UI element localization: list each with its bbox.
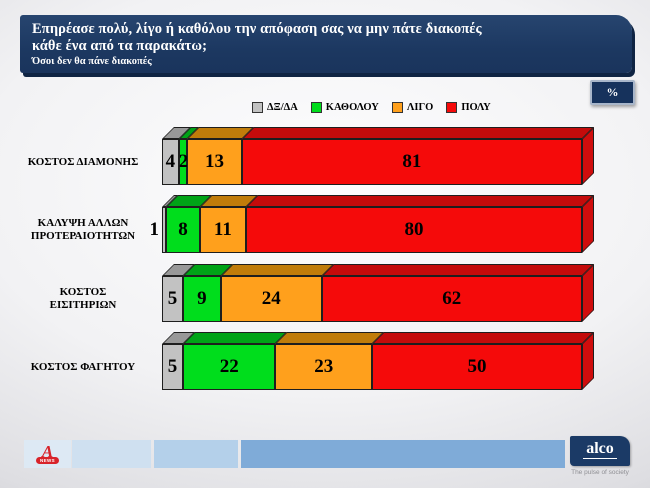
- category-label: ΚΟΣΤΟΣ ΕΙΣΙΤΗΡΙΩΝ: [49, 286, 117, 311]
- bar-value: 11: [213, 219, 232, 240]
- bar-segment-top-face: [372, 332, 594, 344]
- legend-swatch: [446, 102, 458, 113]
- bar-segment-top-face: [220, 264, 334, 276]
- footer-box-3: [154, 440, 238, 468]
- bar-value: 81: [402, 151, 422, 172]
- bar-side-face: [582, 264, 594, 322]
- bar-segment-top-face: [321, 264, 594, 276]
- bar-segment: [241, 139, 582, 185]
- bar-segment: [321, 276, 582, 322]
- category-label: ΚΑΛΥΨΗ ΑΛΛΩΝ ΠΡΟΤΕΡΑΙΟΤΗΤΩΝ: [30, 217, 136, 242]
- bar-segment-top-face: [246, 195, 594, 207]
- bar-segment-top-face: [241, 127, 594, 139]
- alpha-news-badge: NEWS: [35, 456, 60, 464]
- bar-segment: [246, 207, 582, 253]
- bar-segment: [162, 139, 179, 185]
- bar-value: 4: [165, 151, 176, 172]
- bar-segment: [187, 139, 242, 185]
- bar-segment: [372, 344, 582, 390]
- bar-side-face: [582, 332, 594, 390]
- legend-swatch: [391, 102, 403, 113]
- bar-segment: [220, 276, 322, 322]
- bar-value: 62: [442, 288, 462, 309]
- legend-label: ΠΟΛΥ: [461, 102, 491, 113]
- bar-value: 13: [204, 151, 224, 172]
- bar-value: 5: [167, 288, 178, 309]
- legend-label: ΛΙΓΟ: [406, 102, 434, 113]
- bar-value: 80: [404, 219, 424, 240]
- legend: ΔΞ/ΔΑ ΚΑΘΟΛΟΥ ΛΙΓΟ ΠΟΛΥ: [252, 102, 491, 113]
- bar-side-face: [582, 127, 594, 185]
- legend-item: ΚΑΘΟΛΟΥ: [310, 102, 379, 113]
- bar-segment: [183, 344, 276, 390]
- alco-logo: alco: [570, 436, 630, 466]
- alpha-news-logo: A: [41, 441, 54, 461]
- subtitle: Όσοι δεν θα πάνε διακοπές: [32, 56, 152, 67]
- bar-segment-top-face: [183, 332, 288, 344]
- bar-value: 23: [314, 356, 334, 377]
- bar-segment: [162, 207, 167, 253]
- title-box: Επηρέασε πολύ, λίγο ή καθόλου την απόφασ…: [20, 15, 632, 73]
- bar-value: 9: [197, 288, 207, 309]
- title-line-1: Επηρέασε πολύ, λίγο ή καθόλου την απόφασ…: [32, 21, 482, 37]
- bar-value: 24: [261, 288, 281, 309]
- bar-segment: [162, 276, 183, 322]
- bar-value: 1: [149, 219, 160, 240]
- alco-tagline: The pulse of society: [571, 469, 629, 476]
- footer-box-4: [241, 440, 565, 468]
- category-label: ΚΟΣΤΟΣ ΔΙΑΜΟΝΗΣ: [27, 155, 139, 168]
- bar-segment: [162, 344, 183, 390]
- legend-label: ΚΑΘΟΛΟΥ: [325, 102, 379, 113]
- legend-item: ΔΞ/ΔΑ: [252, 102, 298, 113]
- bar-segment: [183, 276, 221, 322]
- legend-swatch: [252, 102, 263, 113]
- legend-item: ΛΙΓΟ: [391, 102, 434, 113]
- bar-value: 50: [467, 356, 487, 377]
- title-line-2: κάθε ένα από τα παρακάτω;: [32, 38, 208, 54]
- percent-badge: %: [590, 80, 635, 105]
- bar-value: 22: [219, 356, 239, 377]
- bar-segment: [166, 207, 200, 253]
- footer-box-2: [72, 440, 151, 468]
- legend-item: ΠΟΛΥ: [446, 102, 491, 113]
- footer-box-alpha: A NEWS: [24, 440, 71, 468]
- bar-value: 5: [167, 356, 178, 377]
- legend-label: ΔΞ/ΔΑ: [267, 102, 298, 113]
- bar-segment: [199, 207, 246, 253]
- alco-logo-text: alco: [583, 439, 617, 459]
- bar-value: 8: [178, 219, 188, 240]
- legend-swatch: [310, 102, 322, 113]
- bar-side-face: [582, 195, 594, 253]
- category-label: ΚΟΣΤΟΣ ΦΑΓΗΤΟΥ: [30, 360, 136, 373]
- bar-segment: [275, 344, 372, 390]
- bar-value: 2: [178, 151, 189, 172]
- bar-segment-top-face: [275, 332, 384, 344]
- bar-segment: [178, 139, 188, 185]
